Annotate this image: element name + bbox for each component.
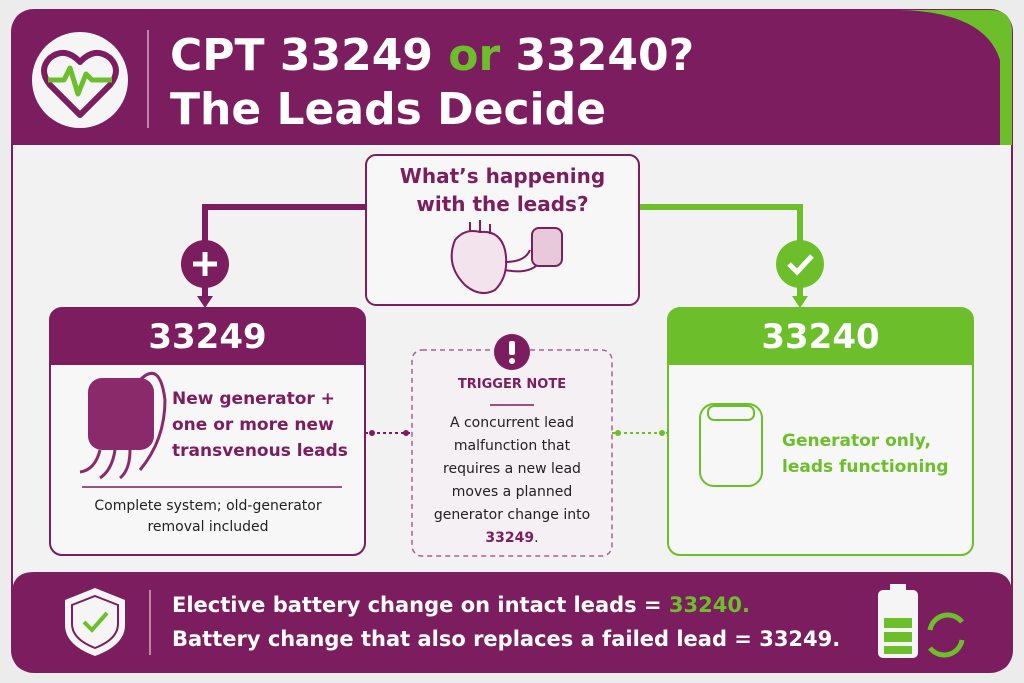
alert-icon — [494, 334, 530, 370]
right-description: Generator only, leads functioning — [782, 431, 949, 477]
dotted-links-part — [403, 430, 409, 436]
trigger-label: TRIGGER NOTE — [457, 377, 567, 392]
battery-icon-part — [890, 584, 906, 591]
alert-icon-part — [509, 358, 515, 364]
right-code: 33240 — [761, 317, 880, 357]
left-description: New generator + one or more new transven… — [172, 389, 348, 461]
generator-leads-icon-part — [88, 378, 154, 450]
battery-icon — [878, 584, 965, 658]
right-connector-part — [787, 254, 814, 276]
title-part: CPT 33249 — [170, 30, 433, 81]
heart-icon-part — [48, 65, 112, 97]
left-connector — [181, 204, 366, 308]
generator-icon — [699, 403, 763, 487]
generator-leads-icon — [79, 371, 167, 480]
heart-device-icon-part — [450, 230, 508, 295]
alert-icon-part — [509, 341, 515, 355]
battery-icon-part — [884, 632, 912, 642]
dotted-links — [365, 430, 668, 436]
left-connector-part — [197, 296, 213, 308]
subtitle: The Leads Decide — [170, 84, 606, 135]
shield-icon-part — [82, 611, 109, 633]
question-box — [365, 154, 640, 306]
left-code: 33249 — [148, 317, 267, 357]
heart-icon-part — [41, 49, 119, 118]
heart-icon — [32, 32, 128, 128]
footer-line2: Battery change that also replaces a fail… — [172, 627, 841, 651]
dotted-links-part — [369, 430, 375, 436]
heart-device-icon — [450, 220, 563, 295]
header-accent — [900, 10, 1012, 145]
left-card-header — [50, 308, 365, 365]
trigger-text: A concurrent lead malfunction that requi… — [432, 412, 592, 550]
trigger-highlight: 33249 — [485, 530, 535, 546]
generator-leads-icon-part — [79, 371, 167, 480]
footer-line1: Elective battery change on intact leads … — [172, 590, 750, 620]
header-band — [12, 10, 1012, 145]
trigger-body: A concurrent lead malfunction that requi… — [433, 415, 591, 523]
dotted-links-part — [659, 430, 665, 436]
question: What’s happening with the leads? — [399, 164, 606, 216]
right-card-header — [668, 308, 973, 365]
right-connector-part — [792, 296, 808, 308]
footer-text: Elective battery change on intact leads … — [172, 593, 662, 617]
shield-icon — [65, 588, 125, 656]
footer-highlight: 33240. — [668, 593, 750, 617]
right-connector — [639, 204, 824, 308]
dotted-links-part — [615, 430, 621, 436]
shield-icon-part — [71, 594, 119, 650]
heart-device-icon-part — [531, 227, 563, 267]
battery-icon-part — [927, 612, 965, 658]
battery-icon-part — [884, 618, 912, 628]
title-part: 33240? — [515, 30, 695, 81]
footer-band — [12, 572, 1012, 672]
title: CPT 33249 or 33240? — [170, 30, 694, 82]
title-or: or — [448, 30, 501, 81]
generator-icon-part — [707, 405, 755, 421]
left-connector-part — [193, 252, 217, 276]
generator-icon-part — [699, 403, 763, 487]
battery-icon-part — [884, 646, 912, 654]
right-connector-part — [776, 240, 824, 288]
trigger-suffix: . — [534, 530, 539, 546]
left-note: Complete system; old-generator removal i… — [94, 498, 322, 535]
heart-device-icon-part — [469, 220, 491, 234]
